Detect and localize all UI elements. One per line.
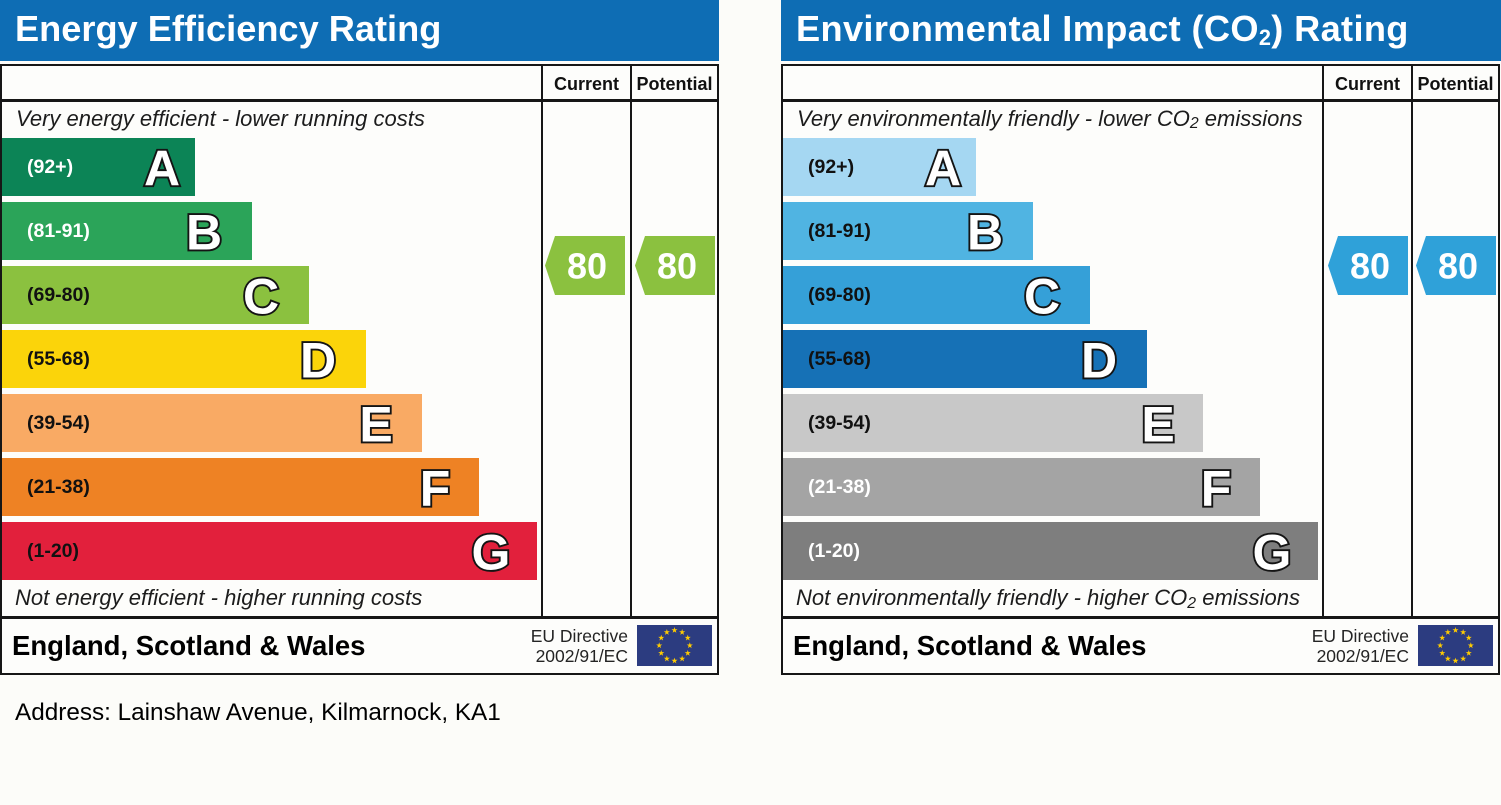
svg-text:G: G: [1253, 524, 1292, 580]
svg-text:D: D: [300, 332, 336, 388]
svg-text:B: B: [186, 204, 222, 260]
svg-text:C: C: [1024, 268, 1060, 324]
svg-text:E: E: [359, 396, 392, 452]
svg-text:A: A: [925, 140, 961, 196]
svg-text:80: 80: [1438, 246, 1478, 287]
svg-text:80: 80: [657, 246, 697, 287]
svg-text:80: 80: [567, 246, 607, 287]
svg-text:F: F: [1201, 460, 1232, 516]
svg-text:C: C: [243, 268, 279, 324]
svg-text:80: 80: [1350, 246, 1390, 287]
svg-text:G: G: [472, 524, 511, 580]
svg-text:D: D: [1081, 332, 1117, 388]
svg-text:E: E: [1141, 396, 1174, 452]
svg-text:B: B: [967, 204, 1003, 260]
svg-text:A: A: [144, 140, 180, 196]
svg-text:F: F: [420, 460, 451, 516]
